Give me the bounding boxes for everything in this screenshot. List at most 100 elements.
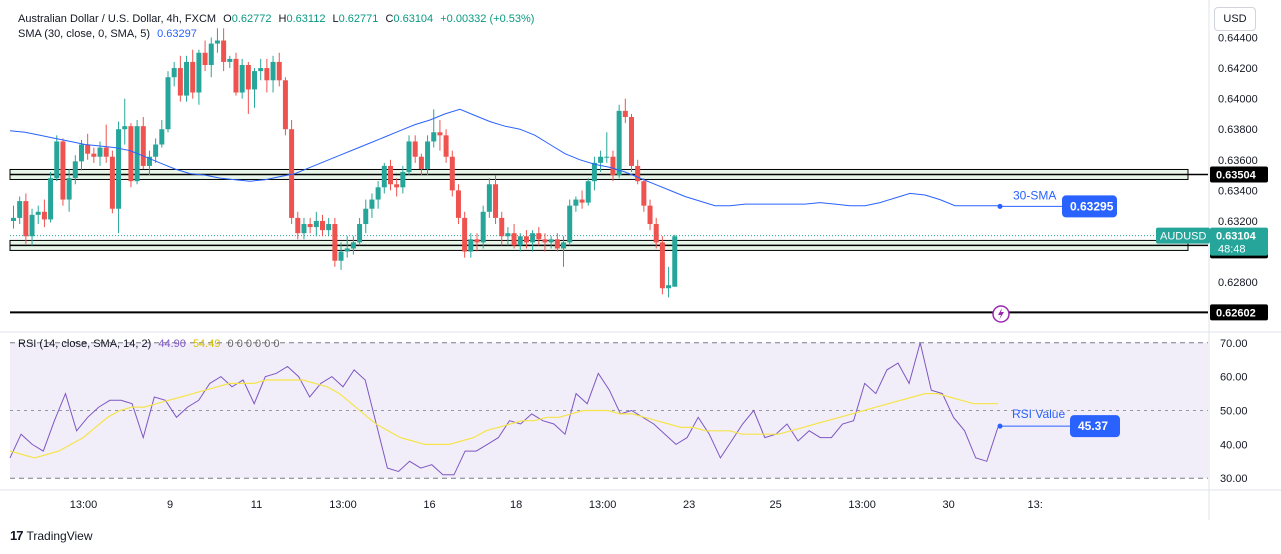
candle-3 <box>29 208 35 246</box>
candle-body <box>264 68 270 81</box>
candle-92 <box>579 190 585 209</box>
price-tick: 0.63400 <box>1218 185 1258 197</box>
candle-body <box>604 156 610 158</box>
candle-body <box>536 233 542 240</box>
candle-49 <box>313 211 319 237</box>
candle-105 <box>659 236 665 295</box>
candle-87 <box>548 236 554 249</box>
candle-body <box>320 220 325 231</box>
candle-body <box>35 211 41 215</box>
close-value: 0.63104 <box>393 13 434 25</box>
rsi-tick: 50.00 <box>1220 406 1248 418</box>
candle-32 <box>208 37 214 78</box>
candle-body <box>60 141 66 200</box>
rsi-label: RSI (14, close, SMA, 14, 2) <box>18 338 152 350</box>
tradingview-logo-icon: 17 <box>10 528 24 543</box>
candle-57 <box>363 199 369 234</box>
candle-body <box>313 220 319 228</box>
candle-67 <box>425 135 431 176</box>
candle-body <box>443 135 449 157</box>
candle-body <box>29 214 35 237</box>
candle-body <box>505 233 511 237</box>
candle-106 <box>666 266 672 298</box>
candle-body <box>239 64 245 93</box>
candle-body <box>140 126 146 166</box>
candle-0 <box>11 205 16 229</box>
candle-body <box>468 239 474 252</box>
sma-legend: SMA (30, close, 0, SMA, 5) 0.63297 <box>18 27 201 41</box>
lightning-bolt-icon <box>998 308 1004 320</box>
candle-body <box>184 61 190 96</box>
candle-25 <box>165 71 171 133</box>
sma-label: SMA (30, close, 0, SMA, 5) <box>18 28 151 40</box>
rsi-tick: 30.00 <box>1220 473 1248 485</box>
currency-button[interactable]: USD <box>1214 7 1256 31</box>
candle-100 <box>629 113 634 173</box>
candle-body <box>338 251 344 261</box>
candle-84 <box>530 230 536 252</box>
time-tick: 11 <box>251 499 262 511</box>
candle-body <box>350 242 356 249</box>
low-label: L <box>332 13 339 25</box>
candle-5 <box>41 199 47 228</box>
candle-46 <box>295 211 301 240</box>
candle-body <box>418 156 424 169</box>
candle-23 <box>153 138 159 163</box>
candle-20 <box>134 120 140 185</box>
candle-31 <box>202 40 208 72</box>
candle-body <box>252 71 258 90</box>
candle-body <box>41 211 47 220</box>
candle-14 <box>97 141 103 166</box>
candle-91 <box>573 196 579 212</box>
rsi-legend: RSI (14, close, SMA, 14, 2) 44.90 54.49 … <box>18 337 284 351</box>
candle-15 <box>103 124 109 163</box>
candle-body <box>202 52 208 65</box>
candle-102 <box>641 178 647 212</box>
candle-body <box>585 181 591 203</box>
candle-74 <box>468 233 474 258</box>
candle-body <box>511 233 517 246</box>
symbol-legend: Australian Dollar / U.S. Dollar, 4h, FXC… <box>18 12 538 26</box>
price-tick: 0.64000 <box>1218 94 1258 106</box>
candle-body <box>171 68 177 78</box>
rsi-annotation-dot <box>997 423 1003 429</box>
candle-body <box>381 165 387 188</box>
candle-body <box>635 165 641 182</box>
candle-body <box>573 199 579 206</box>
candle-body <box>276 61 282 81</box>
candle-16 <box>109 150 115 214</box>
candle-85 <box>536 227 542 246</box>
candle-body <box>245 64 251 90</box>
time-tick: 18 <box>510 499 522 511</box>
candle-body <box>437 132 443 136</box>
rsi-badge-bg <box>1070 415 1120 438</box>
sma-annotation-dot <box>997 203 1003 209</box>
footer-brand[interactable]: 17 TradingView <box>10 528 93 543</box>
sma-value: 0.63297 <box>157 28 197 40</box>
candle-71 <box>449 150 455 197</box>
candle-body <box>344 248 350 252</box>
candle-39 <box>252 68 258 108</box>
candle-body <box>567 205 573 243</box>
candle-body <box>190 61 196 93</box>
candle-body <box>629 116 634 166</box>
candle-body <box>97 147 103 157</box>
candle-body <box>295 217 301 234</box>
candle-body <box>375 187 381 200</box>
rsi-badge: 45.37 <box>1078 419 1108 433</box>
candle-body <box>357 224 363 243</box>
candle-body <box>616 110 622 176</box>
candle-body <box>54 141 60 179</box>
candle-body <box>647 205 653 225</box>
candle-88 <box>554 233 560 252</box>
candle-body <box>258 68 264 72</box>
candle-90 <box>567 199 573 246</box>
candle-29 <box>190 49 196 99</box>
candle-6 <box>48 172 54 223</box>
time-tick: 16 <box>423 499 435 511</box>
candle-35 <box>227 55 233 69</box>
candle-40 <box>258 58 264 81</box>
candle-body <box>66 178 72 200</box>
candle-78 <box>493 175 499 225</box>
